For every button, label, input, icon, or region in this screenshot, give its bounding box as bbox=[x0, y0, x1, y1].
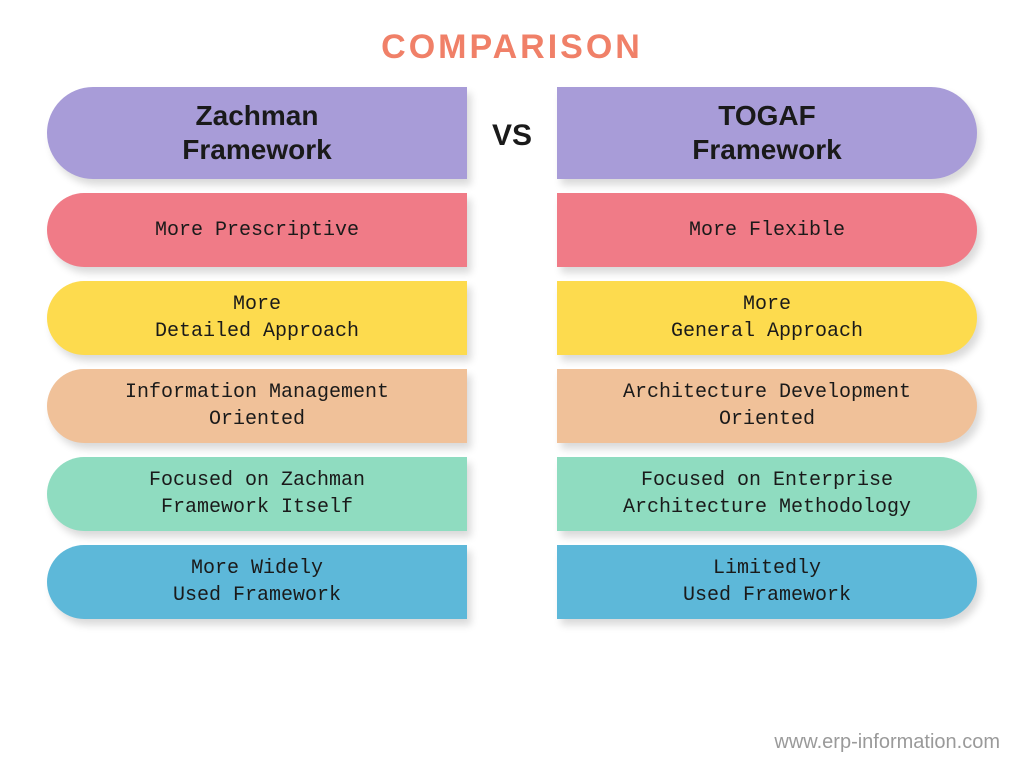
left-column: Zachman Framework More Prescriptive More D… bbox=[47, 87, 467, 619]
left-row-5: More Widely Used Framework bbox=[47, 545, 467, 619]
left-header: Zachman Framework bbox=[47, 87, 467, 179]
page-title: COMPARISON bbox=[0, 0, 1024, 87]
right-header: TOGAF Framework bbox=[557, 87, 977, 179]
left-row-4: Focused on Zachman Framework Itself bbox=[47, 457, 467, 531]
footer-credit: www.erp-information.com bbox=[774, 731, 1000, 754]
right-column: TOGAF Framework More Flexible More General… bbox=[557, 87, 977, 619]
left-row-3: Information Management Oriented bbox=[47, 369, 467, 443]
right-row-3: Architecture Development Oriented bbox=[557, 369, 977, 443]
comparison-container: Zachman Framework More Prescriptive More D… bbox=[0, 87, 1024, 619]
vs-label: VS bbox=[467, 119, 557, 153]
left-row-1: More Prescriptive bbox=[47, 193, 467, 267]
right-row-4: Focused on Enterprise Architecture Metho… bbox=[557, 457, 977, 531]
right-row-5: Limitedly Used Framework bbox=[557, 545, 977, 619]
right-row-2: More General Approach bbox=[557, 281, 977, 355]
right-row-1: More Flexible bbox=[557, 193, 977, 267]
left-row-2: More Detailed Approach bbox=[47, 281, 467, 355]
